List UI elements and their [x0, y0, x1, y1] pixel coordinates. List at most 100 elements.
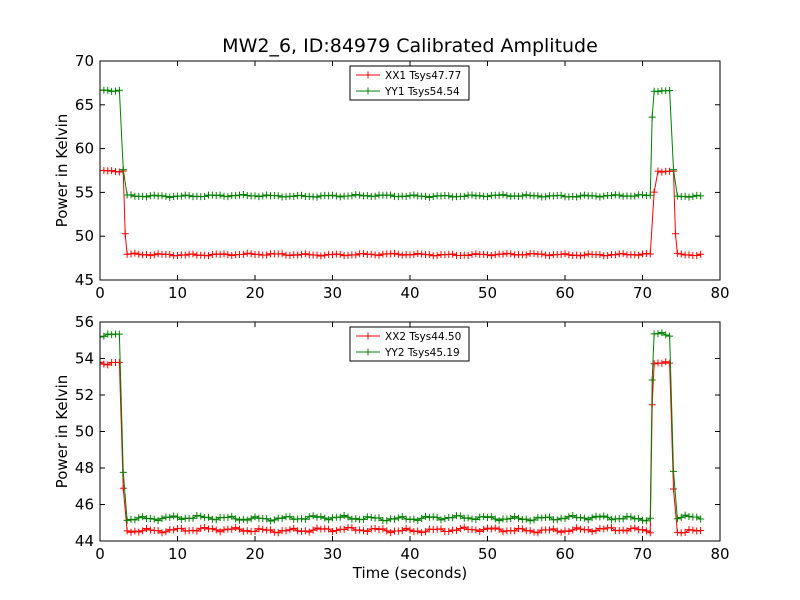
data-point [387, 191, 395, 199]
data-point [646, 191, 654, 199]
data-point [193, 512, 201, 520]
data-point [391, 515, 398, 523]
data-point [511, 527, 519, 535]
x-tick-label: 0 [95, 545, 105, 563]
data-point [491, 524, 499, 532]
data-point [670, 485, 677, 493]
data-point [646, 529, 654, 537]
x-tick-label: 80 [710, 284, 729, 302]
data-point [216, 191, 224, 199]
data-point [468, 251, 476, 259]
series-2-2 [100, 329, 705, 525]
data-point [627, 525, 635, 533]
data-point [639, 516, 646, 524]
data-point [666, 332, 674, 340]
data-point [484, 193, 491, 201]
data-point [464, 252, 472, 260]
data-point [329, 191, 336, 199]
x-tick-label: 10 [168, 545, 187, 563]
data-point [298, 515, 305, 523]
data-point [418, 514, 426, 522]
data-point [623, 527, 631, 535]
data-point [224, 193, 232, 201]
data-point [681, 529, 689, 537]
data-point [301, 527, 309, 535]
data-point [236, 516, 243, 524]
data-point [115, 330, 123, 338]
data-point [212, 516, 220, 524]
data-point [290, 524, 298, 532]
data-point [363, 528, 371, 536]
data-point [146, 192, 154, 200]
data-point [573, 524, 581, 532]
data-point [360, 527, 367, 535]
data-point [356, 526, 364, 534]
data-point [309, 512, 317, 520]
data-point [360, 250, 367, 258]
data-point [162, 528, 170, 536]
y-tick-label: 50 [75, 227, 94, 245]
data-point [546, 252, 553, 260]
data-point [146, 251, 154, 259]
data-point [580, 514, 588, 522]
data-point [286, 513, 294, 521]
data-point [422, 192, 429, 200]
y-tick-label: 52 [75, 386, 94, 404]
data-point [208, 251, 216, 259]
data-point [263, 191, 271, 199]
data-point [491, 515, 499, 523]
data-point [619, 526, 627, 534]
data-point [127, 250, 135, 258]
data-point [445, 528, 453, 536]
data-point [549, 525, 557, 533]
x-tick-label: 30 [323, 545, 342, 563]
data-point [689, 192, 697, 200]
y-tick-label: 48 [75, 459, 94, 477]
data-point [670, 467, 677, 475]
legend-marker [364, 87, 372, 95]
data-point [673, 515, 681, 523]
data-point [239, 515, 247, 523]
x-tick-label: 50 [478, 545, 497, 563]
data-point [325, 192, 333, 200]
data-point [139, 527, 147, 535]
data-point [530, 250, 538, 258]
data-point [143, 193, 150, 201]
data-point [654, 88, 662, 96]
data-point [100, 358, 104, 366]
data-point [329, 514, 336, 522]
data-point [255, 193, 263, 201]
data-point [542, 251, 550, 259]
data-point [255, 250, 263, 258]
x-tick-label: 40 [400, 284, 419, 302]
data-point [127, 515, 135, 523]
data-point [670, 166, 677, 174]
data-point [518, 525, 526, 533]
data-point [313, 513, 321, 521]
plot-panel-1: 0 10 20 30 40 50 60 70 80 45 50 55 60 65 70 Power in Ke… [53, 52, 730, 302]
data-point [205, 513, 212, 521]
data-point [666, 359, 674, 367]
data-point [185, 192, 193, 200]
data-point [530, 516, 538, 524]
data-point [410, 191, 418, 199]
data-point [499, 528, 507, 536]
data-point [580, 251, 588, 259]
data-point [104, 330, 112, 338]
data-point [274, 529, 282, 537]
data-point [642, 249, 650, 257]
data-point [232, 515, 240, 523]
data-point [282, 527, 290, 535]
data-point [526, 527, 534, 535]
data-point [697, 250, 705, 258]
data-point [394, 250, 402, 258]
data-point [592, 527, 600, 535]
data-point [119, 484, 127, 492]
data-point [627, 513, 635, 521]
data-point [437, 192, 445, 200]
data-point [499, 250, 507, 258]
data-point [394, 193, 402, 201]
data-point [239, 190, 247, 198]
data-point [511, 513, 519, 521]
data-point [464, 514, 472, 522]
